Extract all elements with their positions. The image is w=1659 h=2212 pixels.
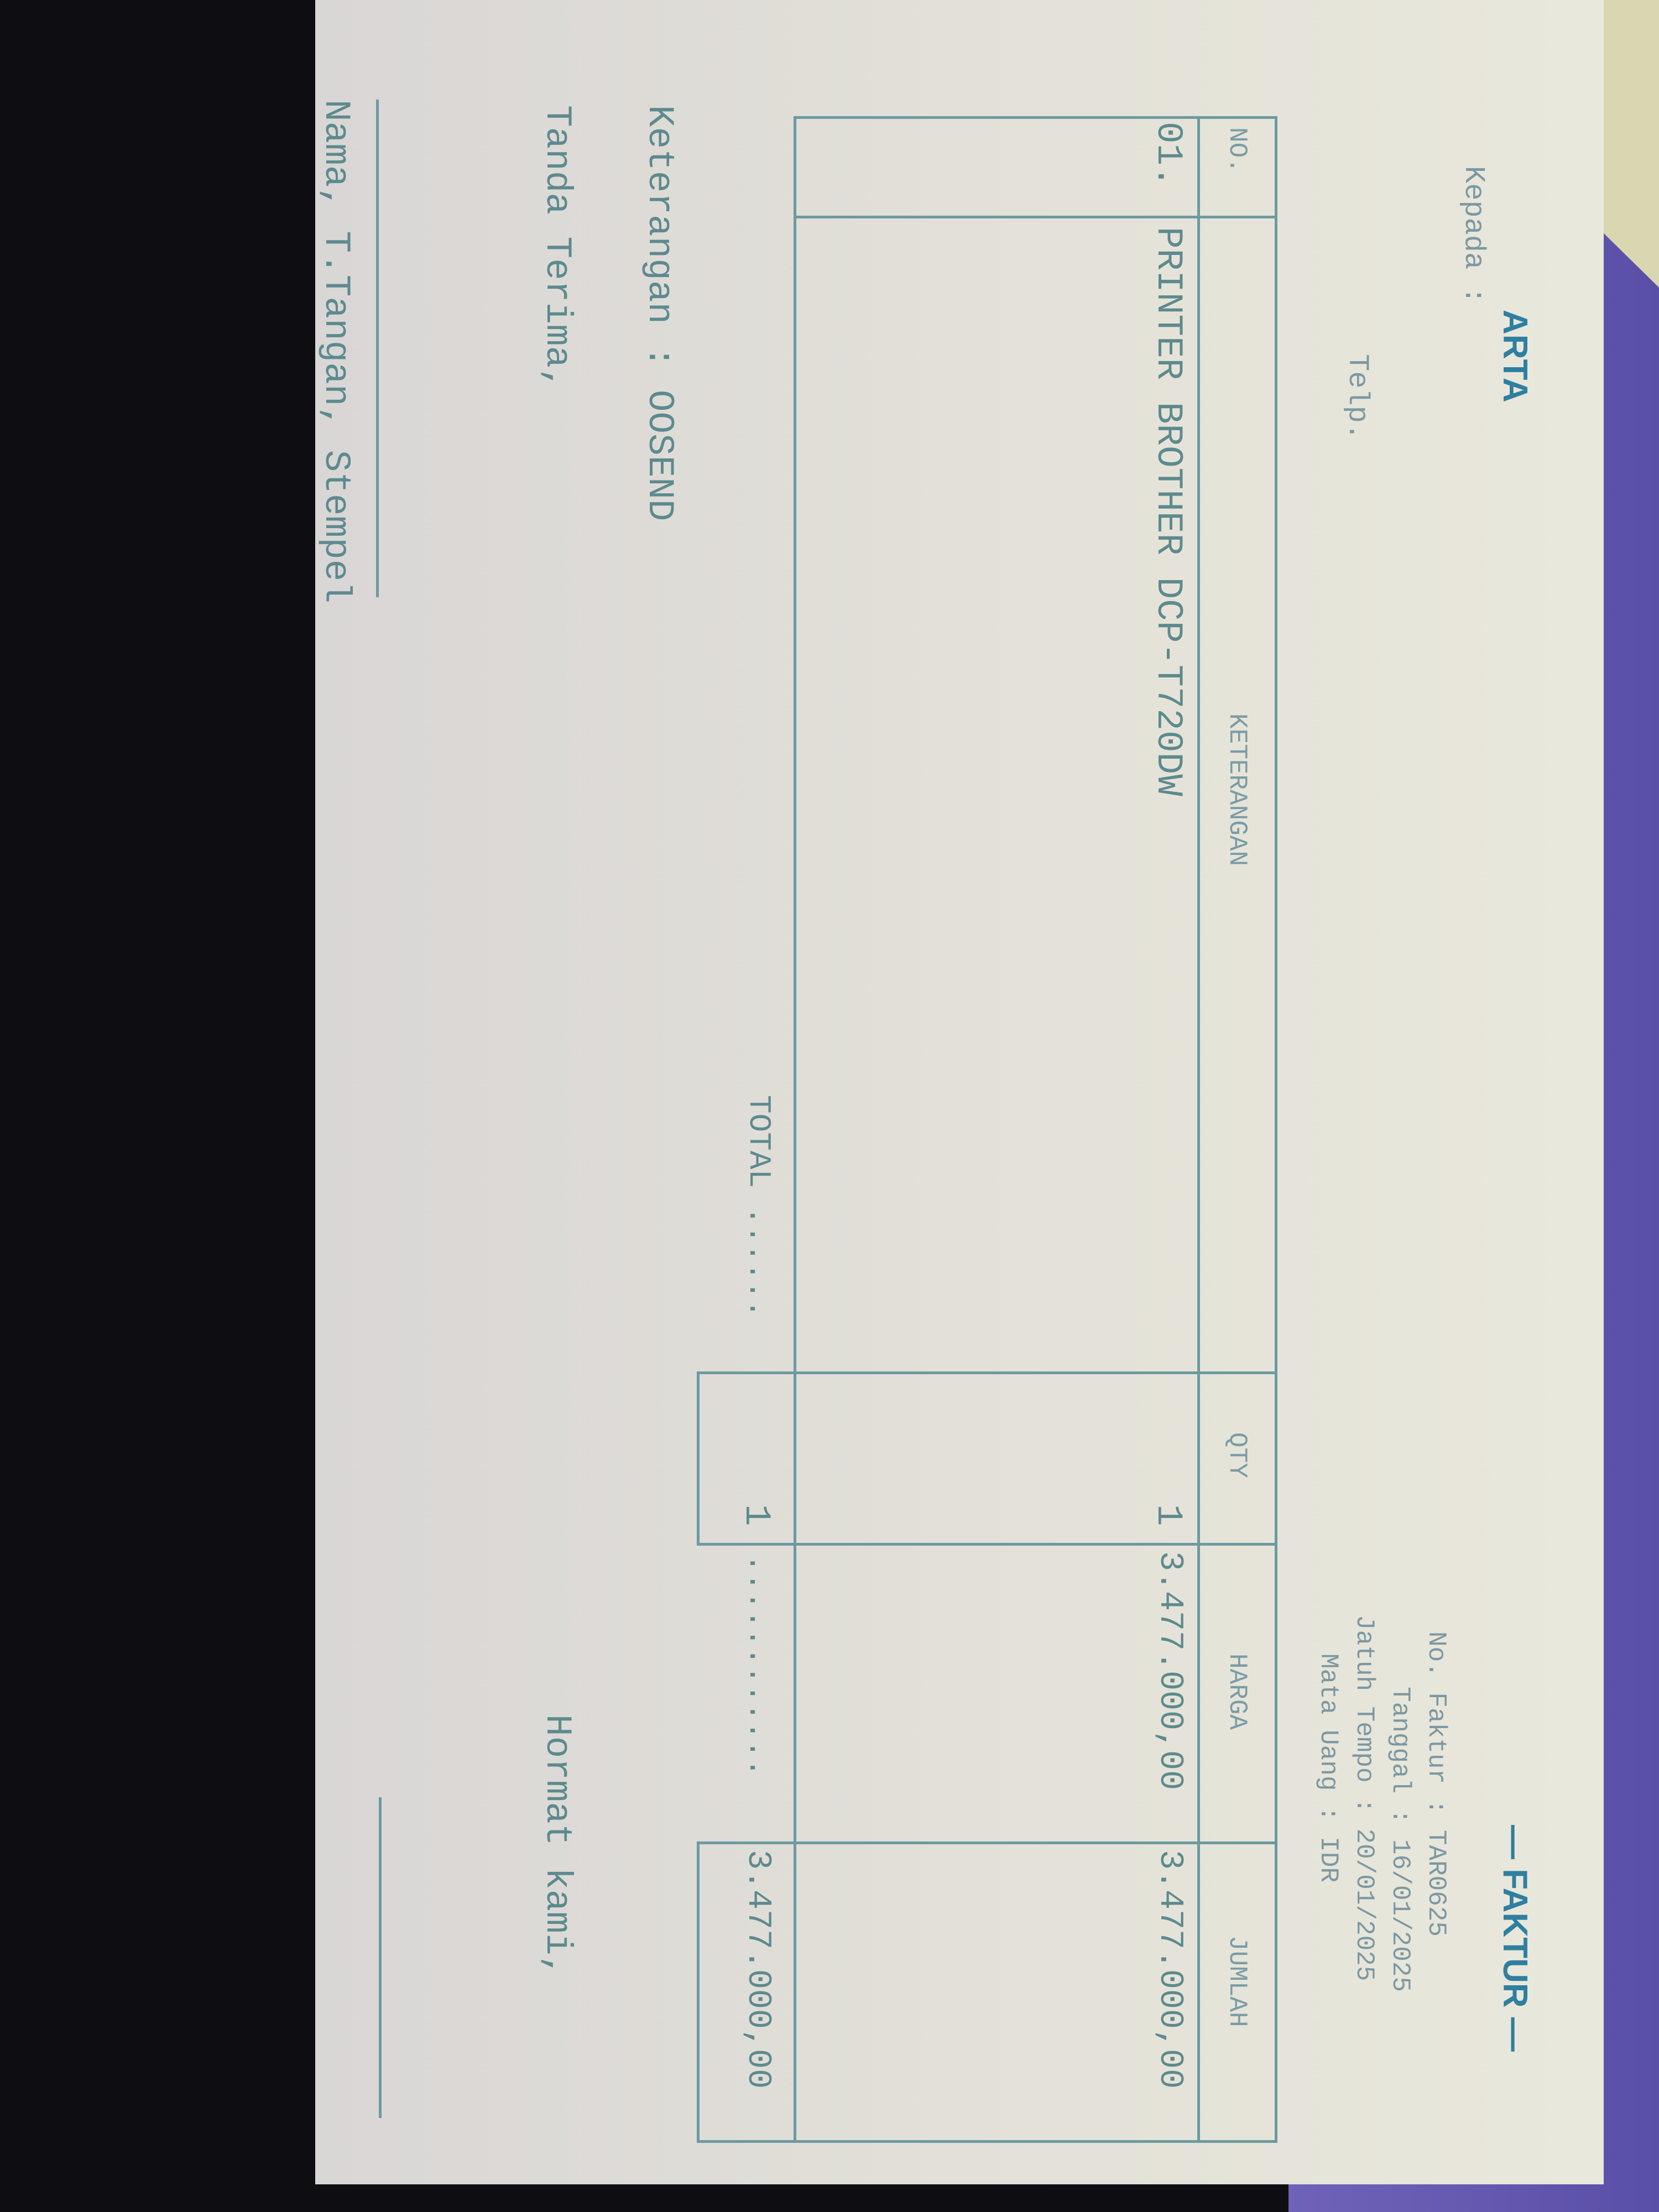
currency: Mata Uang : IDR (1314, 1653, 1343, 1883)
due-date: Jatuh Tempo : 20/01/2025 (1350, 1615, 1379, 1981)
col-header-amount: JUMLAH (1223, 1936, 1251, 2027)
row-description: PRINTER BROTHER DCP-T720DW (1147, 227, 1189, 796)
invoice-photo: ARTA Kepada : Telp. — FAKTUR — No. Faktu… (315, 0, 1604, 2184)
phone-label: Telp. (1341, 354, 1374, 441)
invoice-number: No. Faktur : TAR0625 (1422, 1631, 1451, 1937)
row-qty: 1 (1147, 1504, 1189, 1526)
regards-label: Hormat kami, (536, 1714, 578, 1978)
to-label: Kepada : (1457, 166, 1490, 304)
total-dots: ............ (741, 1554, 776, 1777)
col-header-qty: QTY (1223, 1432, 1251, 1478)
col-header-description: KETERANGAN (1223, 713, 1251, 867)
row-no: 01. (1147, 122, 1189, 187)
signature-hint: Nama, T.Tangan, Stempel (315, 100, 357, 603)
row-amount: 3.477.000,00 (1151, 1850, 1188, 2089)
total-amount: 3.477.000,00 (739, 1850, 776, 2089)
row-price: 3.477.000,00 (1151, 1551, 1188, 1791)
invoice-date: Tanggal : 16/01/2025 (1386, 1687, 1415, 1992)
col-header-price: HARGA (1223, 1653, 1251, 1730)
total-qty: 1 (735, 1504, 777, 1526)
note: Keterangan : OOSEND (639, 105, 680, 521)
received-by-label: Tanda Terima, (536, 105, 578, 390)
total-label: TOTAL ...... (741, 1095, 776, 1318)
company-name: ARTA (1496, 310, 1534, 403)
invoice-paper: ARTA Kepada : Telp. — FAKTUR — No. Faktu… (315, 0, 1604, 2184)
invoice-title: — FAKTUR — (1496, 1825, 1534, 2052)
col-header-no: NO. (1223, 127, 1251, 173)
